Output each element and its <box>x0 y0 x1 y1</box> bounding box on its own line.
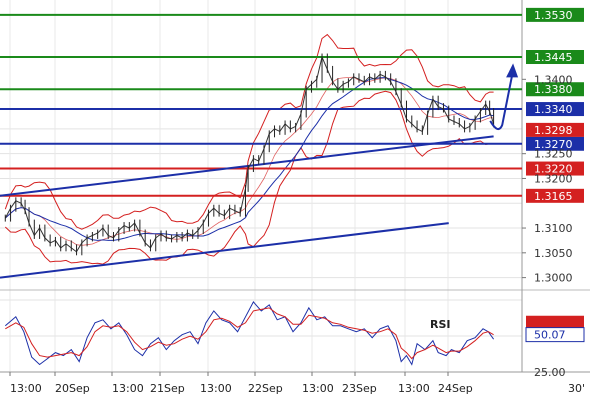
y-tick-label: 1.3200 <box>534 172 573 185</box>
level-tag-1-3530 <box>526 7 584 22</box>
level-label-1-3298: 1.3298 <box>534 124 573 137</box>
x-tick-label: 13:00 <box>200 382 232 395</box>
timeframe-label: 30' <box>568 382 585 395</box>
level-label-1-3220: 1.3220 <box>534 163 573 176</box>
level-label-1-3340: 1.3340 <box>534 103 573 116</box>
grid <box>0 0 590 373</box>
middle-band <box>5 76 494 246</box>
level-tag-1-3298 <box>526 122 584 137</box>
y-tick-label: 1.3000 <box>534 272 573 285</box>
level-tag-1-3220 <box>526 161 584 176</box>
level-label-1-3165: 1.3165 <box>534 190 573 203</box>
x-tick-label: 22Sep <box>248 382 283 395</box>
rsi-line-1 <box>4 301 495 366</box>
x-tick-label: 20Sep <box>55 382 90 395</box>
level-tag-1-3445 <box>526 50 584 65</box>
trendlines <box>0 135 494 279</box>
rsi-red-tag <box>526 315 584 328</box>
upper-band <box>4 33 494 230</box>
y-tick-label: 1.3100 <box>534 222 573 235</box>
y-tick-label: 1.3250 <box>534 148 573 161</box>
level-tag-1-3340 <box>526 102 584 117</box>
price-series <box>4 53 495 256</box>
x-tick-label: 13:00 <box>398 382 430 395</box>
arrow-shaft <box>489 75 514 131</box>
arrow-head <box>506 63 519 78</box>
level-label-1-3380: 1.3380 <box>534 83 573 96</box>
level-tag-1-3380 <box>526 82 584 97</box>
x-tick-label: 13:00 <box>112 382 144 395</box>
rsi-line-2 <box>5 307 494 360</box>
x-tick-label: 21Sep <box>150 382 185 395</box>
x-tick-label: 24Sep <box>438 382 473 395</box>
rsi-panel: RSI <box>4 301 495 366</box>
x-tick-label: 13:00 <box>10 382 42 395</box>
projection-arrow <box>489 63 519 131</box>
level-label-1-3270: 1.3270 <box>534 138 573 151</box>
rsi-tick-label: 50.07 <box>534 329 566 342</box>
y-tick-label: 1.3050 <box>534 247 573 260</box>
rsi-blue-tag <box>525 327 585 343</box>
level-label-1-3530: 1.3530 <box>534 9 573 22</box>
level-tag-1-3165 <box>526 188 584 203</box>
level-tag-1-3270 <box>526 136 584 151</box>
support-resistance-levels <box>0 13 522 197</box>
rsi-tick-label: 25.00 <box>534 366 566 379</box>
y-tick-label: 1.3400 <box>534 73 573 86</box>
level-label-1-3445: 1.3445 <box>534 51 573 64</box>
x-axis: 30' 13:00 20Sep 13:00 21Sep 13:00 22Sep 13:00 2… <box>9 372 585 395</box>
x-tick-label: 23Sep <box>342 382 377 395</box>
trendline-2 <box>0 222 449 279</box>
rsi-title: RSI <box>430 318 451 331</box>
x-tick-label: 13:00 <box>302 382 334 395</box>
trendline-1 <box>0 135 494 197</box>
